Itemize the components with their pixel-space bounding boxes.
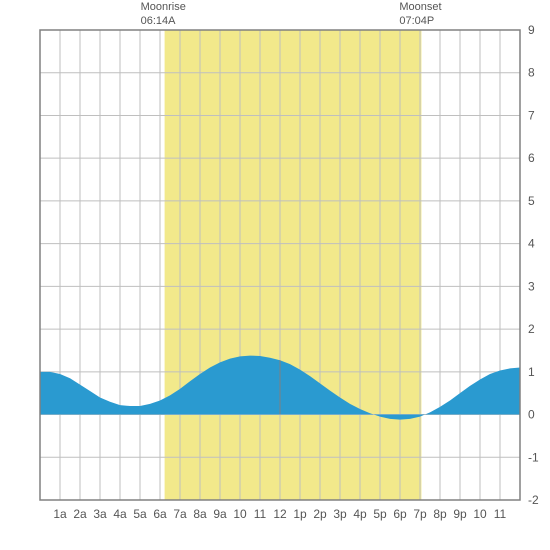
svg-text:6p: 6p xyxy=(393,507,407,521)
svg-text:9: 9 xyxy=(528,23,535,37)
svg-text:10: 10 xyxy=(233,507,247,521)
svg-text:7p: 7p xyxy=(413,507,427,521)
svg-text:11: 11 xyxy=(494,507,507,521)
svg-text:9p: 9p xyxy=(453,507,467,521)
svg-text:6: 6 xyxy=(528,151,535,165)
svg-text:1a: 1a xyxy=(53,507,67,521)
svg-text:4p: 4p xyxy=(353,507,367,521)
svg-text:4: 4 xyxy=(528,237,535,251)
svg-text:-1: -1 xyxy=(528,450,539,464)
svg-text:3a: 3a xyxy=(93,507,107,521)
svg-text:3p: 3p xyxy=(333,507,347,521)
svg-text:8a: 8a xyxy=(193,507,207,521)
svg-text:9a: 9a xyxy=(213,507,227,521)
svg-text:1p: 1p xyxy=(293,507,307,521)
svg-text:2a: 2a xyxy=(73,507,87,521)
svg-text:4a: 4a xyxy=(113,507,127,521)
moonset-time: 07:04P xyxy=(399,14,441,28)
svg-text:0: 0 xyxy=(528,408,535,422)
tide-moon-chart: Moonrise 06:14A Moonset 07:04P -2-101234… xyxy=(0,0,550,550)
svg-text:8p: 8p xyxy=(433,507,447,521)
svg-text:3: 3 xyxy=(528,279,535,293)
svg-text:-2: -2 xyxy=(528,493,539,507)
moonrise-label: Moonrise 06:14A xyxy=(141,0,186,29)
svg-text:11: 11 xyxy=(254,507,267,521)
svg-text:6a: 6a xyxy=(153,507,167,521)
svg-text:5: 5 xyxy=(528,194,535,208)
svg-text:7a: 7a xyxy=(173,507,187,521)
svg-text:8: 8 xyxy=(528,66,535,80)
moonrise-time: 06:14A xyxy=(141,14,186,28)
svg-text:2: 2 xyxy=(528,322,535,336)
moonset-label: Moonset 07:04P xyxy=(399,0,441,29)
svg-text:1: 1 xyxy=(528,365,535,379)
svg-text:12: 12 xyxy=(273,507,287,521)
svg-text:2p: 2p xyxy=(313,507,327,521)
moonrise-title: Moonrise xyxy=(141,0,186,14)
chart-svg: -2-101234567891a2a3a4a5a6a7a8a9a1011121p… xyxy=(0,0,550,550)
svg-text:5p: 5p xyxy=(373,507,387,521)
svg-text:5a: 5a xyxy=(133,507,147,521)
svg-text:10: 10 xyxy=(473,507,487,521)
svg-text:7: 7 xyxy=(528,108,535,122)
moonset-title: Moonset xyxy=(399,0,441,14)
